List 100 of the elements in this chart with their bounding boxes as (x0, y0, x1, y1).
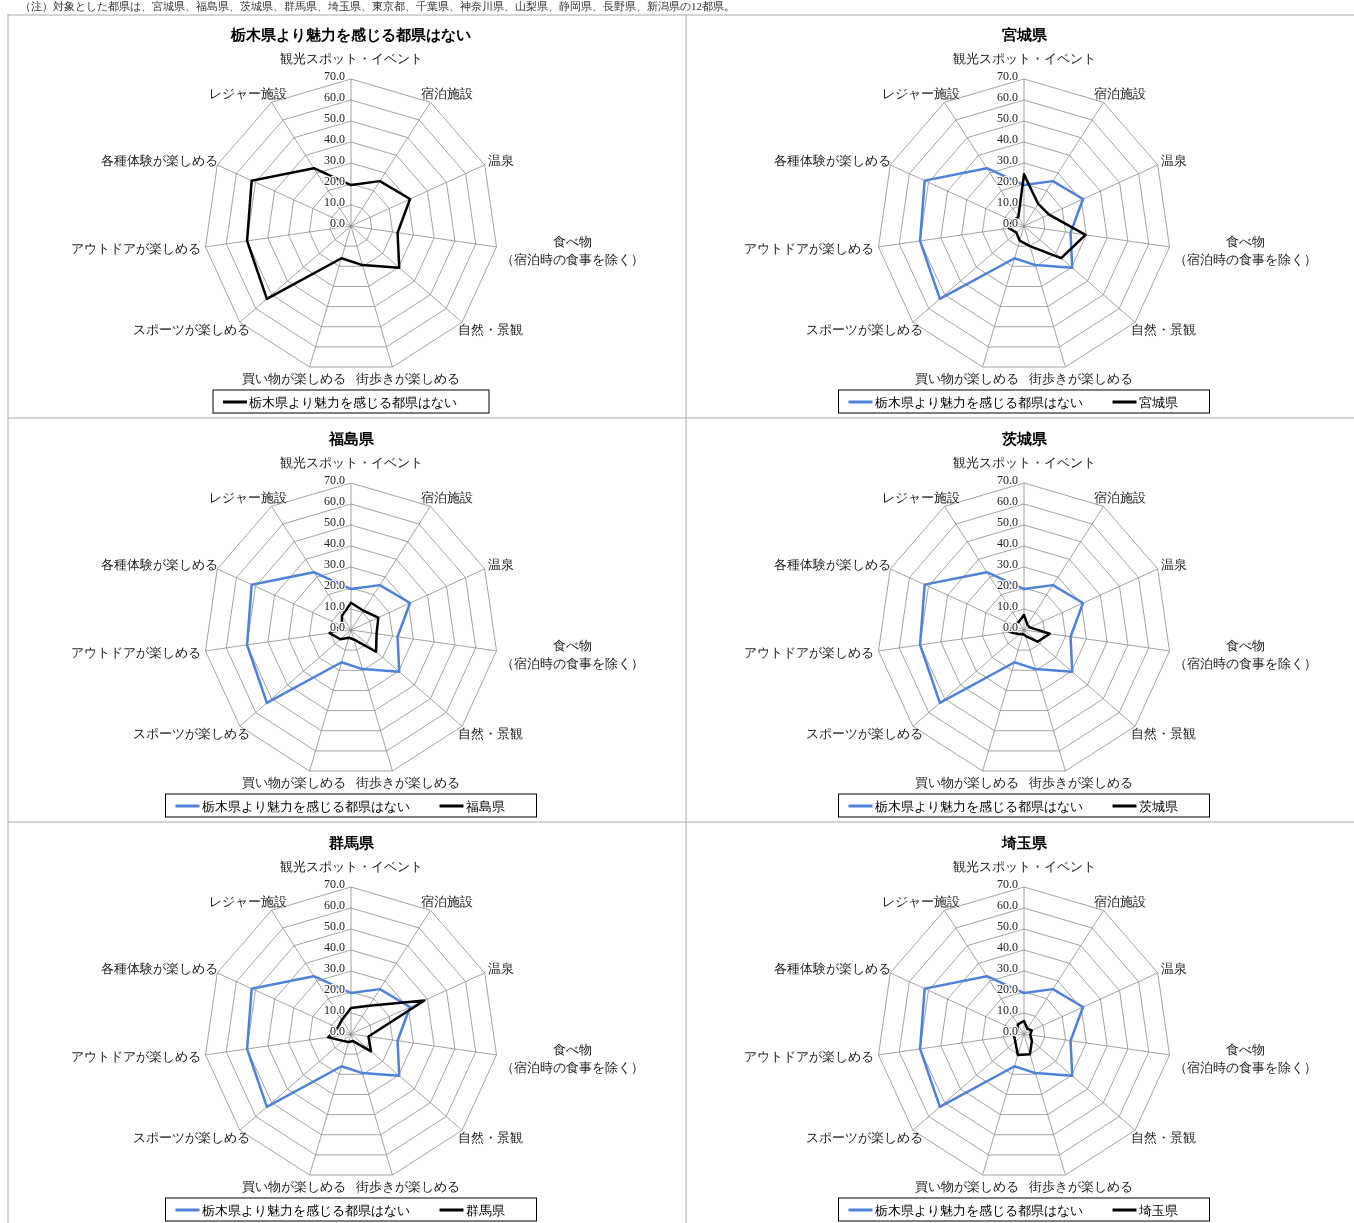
chart-title: 宮城県 (1001, 26, 1048, 43)
y-tick-label: 70.0 (997, 69, 1018, 84)
y-tick-label: 40.0 (997, 940, 1018, 955)
chart-title: 福島県 (327, 431, 375, 447)
spoke-label: 食べ物（宿泊時の食事を除く） (1173, 233, 1317, 267)
spoke-label: 観光スポット・イベント (279, 51, 423, 66)
y-tick-label: 0.0 (330, 216, 345, 231)
legend-label: 栃木県より魅力を感じる都県はない (874, 395, 1083, 410)
y-tick-label: 20.0 (324, 174, 345, 189)
y-tick-label: 40.0 (324, 132, 345, 147)
spoke-label: 各種体験が楽しめる (774, 961, 892, 977)
spoke-label: レジャー施設 (208, 894, 287, 910)
y-tick-label: 70.0 (324, 877, 345, 892)
y-tick-label: 70.0 (997, 473, 1018, 488)
spoke-label: 街歩きが楽しめる (1029, 1178, 1134, 1194)
spoke-label: 温泉 (488, 153, 515, 169)
y-tick-label: 40.0 (997, 132, 1018, 147)
y-tick-label: 10.0 (324, 195, 345, 210)
spoke-label: レジャー施設 (208, 86, 287, 102)
spoke-label: 各種体験が楽しめる (774, 557, 892, 573)
spoke-label: レジャー施設 (881, 86, 960, 102)
y-tick-label: 20.0 (997, 982, 1018, 997)
spoke-label: 買い物が楽しめる (914, 1178, 1019, 1194)
y-tick-label: 30.0 (324, 961, 345, 976)
spoke-label: アウトドアが楽しめる (71, 645, 202, 661)
y-tick-label: 10.0 (997, 1003, 1018, 1018)
text: （注）対象とした都県は、宮城県、福島県、茨城県、群馬県、埼玉県、東京都、千葉県、神奈川県、山梨県、静岡県、長野県、新潟県の12都県。 (20, 0, 735, 12)
legend-label: 栃木県より魅力を感じる都県はない (874, 799, 1083, 814)
y-tick-label: 10.0 (324, 599, 345, 614)
spoke-label: スポーツが楽しめる (133, 726, 251, 742)
y-tick-label: 20.0 (324, 982, 345, 997)
y-tick-label: 60.0 (997, 90, 1018, 105)
y-tick-label: 70.0 (997, 877, 1018, 892)
spoke-label: アウトドアが楽しめる (71, 1049, 202, 1065)
spoke-label: 食べ物（宿泊時の食事を除く） (500, 1041, 644, 1075)
spoke-label: 温泉 (488, 557, 515, 573)
chart-title: 群馬県 (327, 835, 375, 851)
spoke-label: 温泉 (1161, 961, 1188, 977)
y-tick-label: 70.0 (324, 473, 345, 488)
spoke-label: アウトドアが楽しめる (71, 241, 202, 257)
y-tick-label: 20.0 (997, 578, 1018, 593)
spoke-label: 食べ物（宿泊時の食事を除く） (500, 233, 644, 267)
y-tick-label: 50.0 (997, 919, 1018, 934)
spoke-label: スポーツが楽しめる (133, 322, 251, 338)
spoke-label: 買い物が楽しめる (241, 1178, 346, 1194)
spoke-label: 自然・景観 (457, 1130, 523, 1146)
spoke-label: 街歩きが楽しめる (1029, 370, 1134, 386)
spoke-label: 街歩きが楽しめる (356, 774, 461, 790)
spoke-label: 各種体験が楽しめる (101, 153, 219, 169)
spoke-label: 食べ物（宿泊時の食事を除く） (500, 637, 644, 671)
y-tick-label: 50.0 (324, 111, 345, 126)
spoke-label: スポーツが楽しめる (806, 1130, 924, 1146)
legend-label: 福島県 (465, 799, 505, 814)
y-tick-label: 20.0 (997, 174, 1018, 189)
spoke-label: 買い物が楽しめる (241, 370, 346, 386)
spoke-label: 自然・景観 (1130, 322, 1196, 338)
spoke-label: 宿泊施設 (1094, 490, 1147, 506)
spoke-label: アウトドアが楽しめる (744, 1049, 875, 1065)
y-tick-label: 60.0 (324, 898, 345, 913)
spoke-label: 食べ物（宿泊時の食事を除く） (1173, 637, 1317, 671)
legend-label: 埼玉県 (1137, 1203, 1178, 1218)
spoke-label: 宿泊施設 (421, 86, 474, 102)
y-tick-label: 10.0 (997, 195, 1018, 210)
spoke-label: 自然・景観 (1130, 1130, 1196, 1146)
spoke-label: 観光スポット・イベント (952, 455, 1096, 470)
chart-title: 埼玉県 (1000, 835, 1048, 851)
legend-label: 群馬県 (465, 1203, 505, 1218)
legend-label: 栃木県より魅力を感じる都県はない (201, 1203, 410, 1218)
y-tick-label: 30.0 (997, 153, 1018, 168)
spoke-label: レジャー施設 (881, 490, 960, 506)
y-tick-label: 60.0 (997, 494, 1018, 509)
spoke-label: レジャー施設 (208, 490, 287, 506)
spoke-label: 観光スポット・イベント (279, 455, 423, 470)
legend-label: 栃木県より魅力を感じる都県はない (249, 395, 457, 410)
spoke-label: レジャー施設 (881, 894, 960, 910)
y-tick-label: 40.0 (324, 536, 345, 551)
y-tick-label: 50.0 (324, 919, 345, 934)
y-tick-label: 10.0 (324, 1003, 345, 1018)
spoke-label: 食べ物（宿泊時の食事を除く） (1173, 1041, 1317, 1075)
spoke-label: アウトドアが楽しめる (744, 645, 875, 661)
y-tick-label: 20.0 (324, 578, 345, 593)
chart-title: 茨城県 (1000, 431, 1048, 447)
spoke-label: 観光スポット・イベント (952, 859, 1096, 874)
spoke-label: 自然・景観 (457, 322, 523, 338)
y-tick-label: 60.0 (997, 898, 1018, 913)
spoke-label: 自然・景観 (1130, 726, 1196, 742)
spoke-label: 温泉 (1161, 153, 1188, 169)
spoke-label: 宿泊施設 (421, 490, 474, 506)
y-tick-label: 60.0 (324, 494, 345, 509)
spoke-label: 街歩きが楽しめる (356, 370, 461, 386)
spoke-label: 宿泊施設 (1094, 894, 1147, 910)
y-tick-label: 50.0 (997, 111, 1018, 126)
spoke-label: 観光スポット・イベント (952, 51, 1096, 66)
spoke-label: 買い物が楽しめる (241, 774, 346, 790)
chart-title: 栃木県より魅力を感じる都県はない (230, 27, 471, 43)
spoke-label: 街歩きが楽しめる (1029, 774, 1134, 790)
y-tick-label: 30.0 (324, 557, 345, 572)
legend-label: 茨城県 (1138, 799, 1178, 814)
y-tick-label: 60.0 (324, 90, 345, 105)
spoke-label: 観光スポット・イベント (279, 859, 423, 874)
